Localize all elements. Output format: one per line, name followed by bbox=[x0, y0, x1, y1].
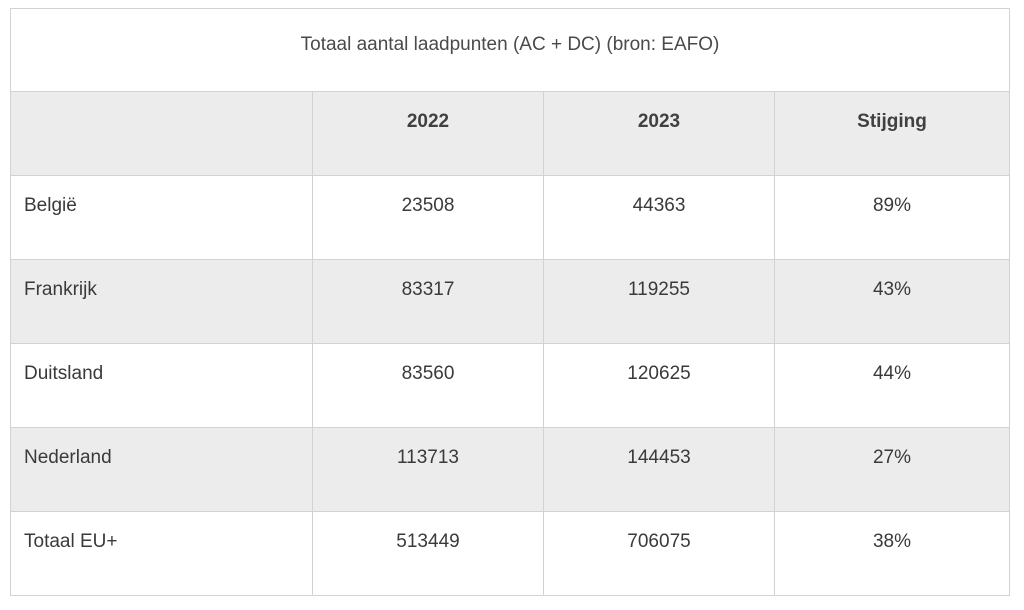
value-2023-cell: 44363 bbox=[544, 176, 775, 259]
table-row: Frankrijk 83317 119255 43% bbox=[11, 260, 1009, 344]
increase-cell: 89% bbox=[872, 195, 912, 216]
value-2022-cell: 23508 bbox=[313, 176, 544, 259]
value-2023-cell: 706075 bbox=[544, 512, 775, 595]
table-row: Nederland 113713 144453 27% bbox=[11, 428, 1009, 512]
charging-points-table: Totaal aantal laadpunten (AC + DC) (bron… bbox=[10, 8, 1010, 596]
increase-cell: 44% bbox=[872, 363, 912, 384]
country-cell: Frankrijk bbox=[11, 260, 313, 343]
country-cell: Totaal EU+ bbox=[11, 512, 313, 595]
value-2022-cell: 83317 bbox=[313, 260, 544, 343]
increase-cell: 27% bbox=[872, 447, 912, 468]
header-cell-2022: 2022 bbox=[313, 92, 544, 175]
value-2022-cell: 113713 bbox=[313, 428, 544, 511]
value-2022-cell: 513449 bbox=[313, 512, 544, 595]
header-cell-2023: 2023 bbox=[544, 92, 775, 175]
value-2023-cell: 144453 bbox=[544, 428, 775, 511]
table-row: Duitsland 83560 120625 44% bbox=[11, 344, 1009, 428]
increase-cell: 38% bbox=[872, 531, 912, 552]
header-cell-stijging: Stijging bbox=[857, 111, 927, 132]
table-row: België 23508 44363 89% bbox=[11, 176, 1009, 260]
country-cell: Duitsland bbox=[11, 344, 313, 427]
value-2022-cell: 83560 bbox=[313, 344, 544, 427]
table-row: Totaal EU+ 513449 706075 38% bbox=[11, 512, 1009, 595]
header-cell-empty bbox=[11, 92, 313, 175]
table-caption: Totaal aantal laadpunten (AC + DC) (bron… bbox=[11, 9, 1009, 92]
table-header-row: 2022 2023 Stijging bbox=[11, 92, 1009, 176]
value-2023-cell: 119255 bbox=[544, 260, 775, 343]
country-cell: Nederland bbox=[11, 428, 313, 511]
country-cell: België bbox=[11, 176, 313, 259]
value-2023-cell: 120625 bbox=[544, 344, 775, 427]
increase-cell: 43% bbox=[872, 279, 912, 300]
